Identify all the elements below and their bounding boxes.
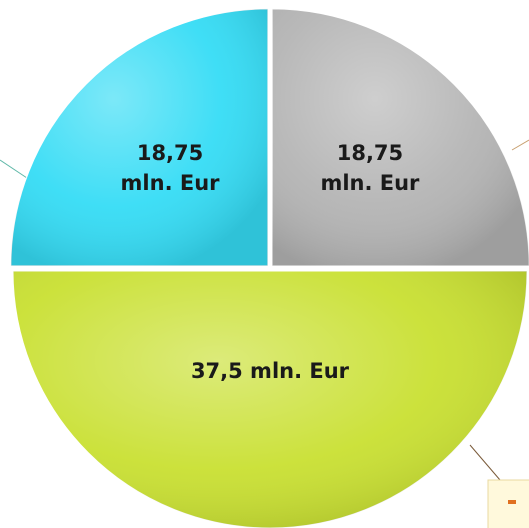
slice-label: 18,75 mln. Eur [120, 141, 220, 196]
slice-shading [10, 8, 268, 266]
leader-line [0, 159, 31, 181]
slice-label: 18,75 mln. Eur [320, 141, 420, 196]
slice-shading [272, 8, 529, 266]
slice-label: 37,5 mln. Eur [190, 358, 350, 383]
slice-shading [13, 271, 527, 528]
leader-line [469, 444, 501, 481]
leader-line [511, 139, 529, 151]
label-box-mark [508, 500, 516, 504]
